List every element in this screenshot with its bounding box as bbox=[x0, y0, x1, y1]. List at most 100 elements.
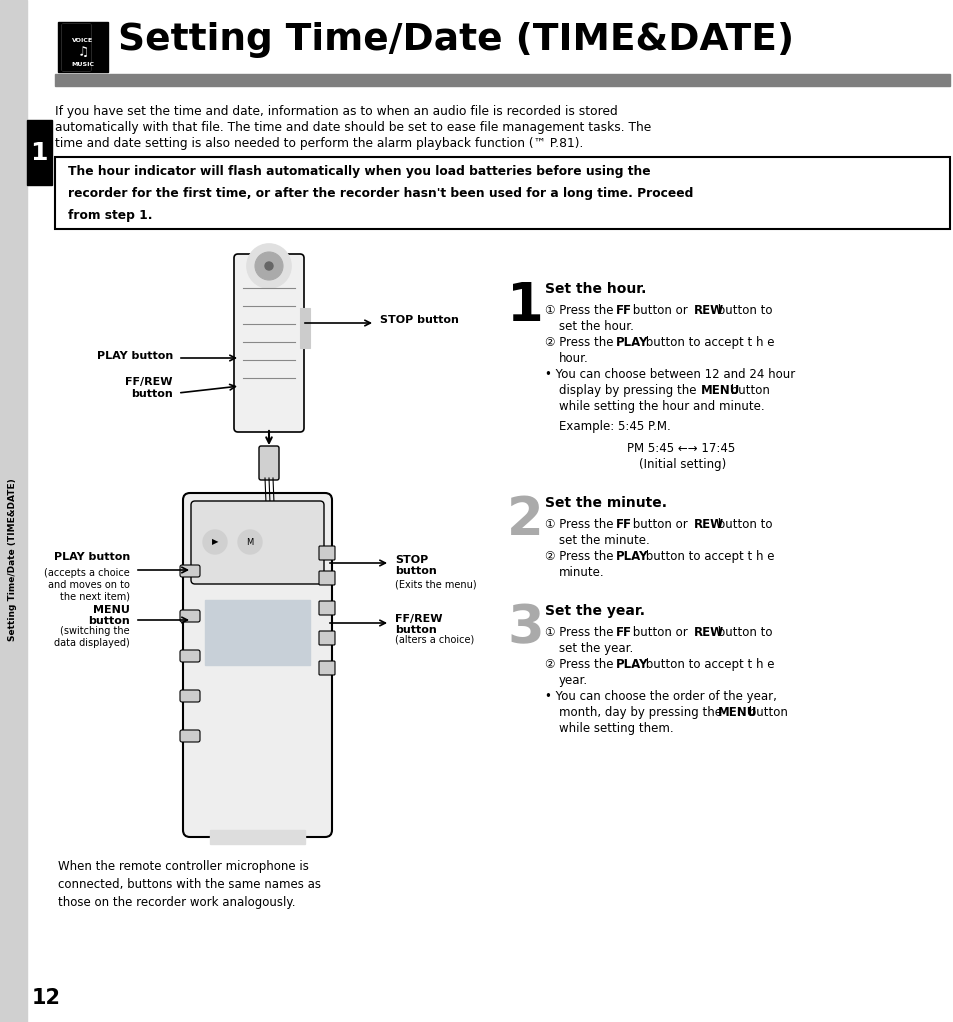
Circle shape bbox=[254, 252, 283, 280]
Text: from step 1.: from step 1. bbox=[68, 210, 152, 222]
Text: PLAY: PLAY bbox=[615, 658, 648, 671]
Text: ② Press the: ② Press the bbox=[544, 336, 617, 349]
Text: MENU: MENU bbox=[718, 706, 757, 719]
Text: PLAY button: PLAY button bbox=[53, 552, 130, 562]
Text: ① Press the: ① Press the bbox=[544, 626, 617, 639]
Text: button to: button to bbox=[713, 304, 771, 317]
FancyBboxPatch shape bbox=[318, 571, 335, 585]
Text: MUSIC: MUSIC bbox=[71, 61, 94, 66]
Text: set the hour.: set the hour. bbox=[558, 320, 633, 333]
Text: STOP
button: STOP button bbox=[395, 555, 436, 575]
Text: button to: button to bbox=[713, 518, 771, 531]
Text: FF: FF bbox=[615, 518, 631, 531]
Text: month, day by pressing the: month, day by pressing the bbox=[558, 706, 725, 719]
Text: ① Press the: ① Press the bbox=[544, 518, 617, 531]
Text: REW: REW bbox=[693, 518, 723, 531]
Text: Setting Time/Date (TIME&DATE): Setting Time/Date (TIME&DATE) bbox=[118, 22, 793, 58]
FancyBboxPatch shape bbox=[233, 254, 304, 432]
Text: button: button bbox=[726, 384, 769, 397]
Text: M: M bbox=[246, 538, 253, 547]
Bar bbox=[299, 308, 310, 349]
Text: ① Press the: ① Press the bbox=[544, 304, 617, 317]
Text: ▶: ▶ bbox=[212, 538, 218, 547]
Text: PLAY: PLAY bbox=[615, 336, 648, 349]
FancyBboxPatch shape bbox=[180, 610, 200, 622]
Text: display by pressing the: display by pressing the bbox=[558, 384, 700, 397]
Text: REW: REW bbox=[693, 304, 723, 317]
Bar bbox=[55, 74, 949, 86]
Text: button or: button or bbox=[628, 626, 691, 639]
Bar bbox=[27, 120, 52, 185]
FancyBboxPatch shape bbox=[318, 546, 335, 560]
Text: set the minute.: set the minute. bbox=[558, 535, 649, 547]
Text: ♫: ♫ bbox=[77, 46, 89, 58]
FancyBboxPatch shape bbox=[258, 446, 278, 480]
Text: 3: 3 bbox=[506, 602, 543, 654]
Text: Set the hour.: Set the hour. bbox=[544, 282, 646, 296]
Text: Example: 5:45 P.M.: Example: 5:45 P.M. bbox=[558, 420, 670, 433]
Text: VOICE: VOICE bbox=[72, 38, 93, 43]
Text: Set the year.: Set the year. bbox=[544, 604, 644, 618]
Bar bbox=[58, 22, 108, 72]
Text: 1: 1 bbox=[506, 280, 543, 332]
Bar bbox=[55, 157, 949, 229]
Bar bbox=[62, 24, 90, 69]
Text: 12: 12 bbox=[32, 988, 61, 1008]
Bar bbox=[62, 24, 90, 69]
Text: FF: FF bbox=[615, 626, 631, 639]
Text: MENU
button: MENU button bbox=[89, 605, 130, 625]
FancyBboxPatch shape bbox=[180, 650, 200, 662]
Text: while setting them.: while setting them. bbox=[558, 722, 673, 735]
Text: The hour indicator will flash automatically when you load batteries before using: The hour indicator will flash automatica… bbox=[68, 165, 650, 178]
Text: FF/REW
button: FF/REW button bbox=[126, 377, 172, 399]
Text: button to accept t h e: button to accept t h e bbox=[641, 550, 774, 563]
Bar bbox=[205, 600, 310, 665]
Bar bbox=[210, 830, 305, 844]
Text: MENU: MENU bbox=[700, 384, 740, 397]
Text: (alters a choice): (alters a choice) bbox=[395, 634, 474, 644]
Text: set the year.: set the year. bbox=[558, 642, 633, 655]
FancyBboxPatch shape bbox=[180, 565, 200, 577]
Text: Set the minute.: Set the minute. bbox=[544, 496, 666, 510]
FancyBboxPatch shape bbox=[318, 631, 335, 645]
Text: while setting the hour and minute.: while setting the hour and minute. bbox=[558, 400, 763, 413]
Text: (Initial setting): (Initial setting) bbox=[639, 458, 725, 471]
Circle shape bbox=[203, 530, 227, 554]
Text: PM 5:45 ←→ 17:45: PM 5:45 ←→ 17:45 bbox=[626, 442, 735, 455]
Text: FF/REW
button: FF/REW button bbox=[395, 614, 442, 635]
Text: button: button bbox=[744, 706, 787, 719]
Text: recorder for the first time, or after the recorder hasn't been used for a long t: recorder for the first time, or after th… bbox=[68, 187, 693, 200]
Text: minute.: minute. bbox=[558, 566, 604, 579]
Text: button to accept t h e: button to accept t h e bbox=[641, 658, 774, 671]
Text: (Exits the menu): (Exits the menu) bbox=[395, 579, 476, 589]
Text: (accepts a choice
and moves on to
the next item): (accepts a choice and moves on to the ne… bbox=[44, 568, 130, 601]
Text: button or: button or bbox=[628, 304, 691, 317]
Text: hour.: hour. bbox=[558, 352, 588, 365]
Text: year.: year. bbox=[558, 673, 587, 687]
Text: 2: 2 bbox=[506, 494, 543, 546]
Text: button or: button or bbox=[628, 518, 691, 531]
Text: • You can choose the order of the year,: • You can choose the order of the year, bbox=[544, 690, 776, 703]
Text: PLAY: PLAY bbox=[615, 550, 648, 563]
FancyBboxPatch shape bbox=[180, 690, 200, 702]
Text: button to accept t h e: button to accept t h e bbox=[641, 336, 774, 349]
Text: FF: FF bbox=[615, 304, 631, 317]
Text: 1: 1 bbox=[30, 141, 48, 165]
Text: Setting Time/Date (TIME&DATE): Setting Time/Date (TIME&DATE) bbox=[9, 478, 17, 642]
FancyBboxPatch shape bbox=[318, 661, 335, 675]
Text: ② Press the: ② Press the bbox=[544, 658, 617, 671]
FancyBboxPatch shape bbox=[191, 501, 324, 584]
Text: button to: button to bbox=[713, 626, 771, 639]
Circle shape bbox=[237, 530, 262, 554]
Text: (switching the
data displayed): (switching the data displayed) bbox=[54, 626, 130, 648]
Text: time and date setting is also needed to perform the alarm playback function (™ P: time and date setting is also needed to … bbox=[55, 137, 583, 150]
Text: STOP button: STOP button bbox=[379, 315, 458, 325]
Text: When the remote controller microphone is
connected, buttons with the same names : When the remote controller microphone is… bbox=[58, 860, 320, 909]
Circle shape bbox=[247, 244, 291, 288]
Text: REW: REW bbox=[693, 626, 723, 639]
Text: automatically with that file. The time and date should be set to ease file manag: automatically with that file. The time a… bbox=[55, 121, 651, 134]
Text: PLAY button: PLAY button bbox=[96, 351, 172, 361]
Text: If you have set the time and date, information as to when an audio file is recor: If you have set the time and date, infor… bbox=[55, 105, 618, 118]
Circle shape bbox=[265, 262, 273, 270]
Text: • You can choose between 12 and 24 hour: • You can choose between 12 and 24 hour bbox=[544, 368, 795, 381]
